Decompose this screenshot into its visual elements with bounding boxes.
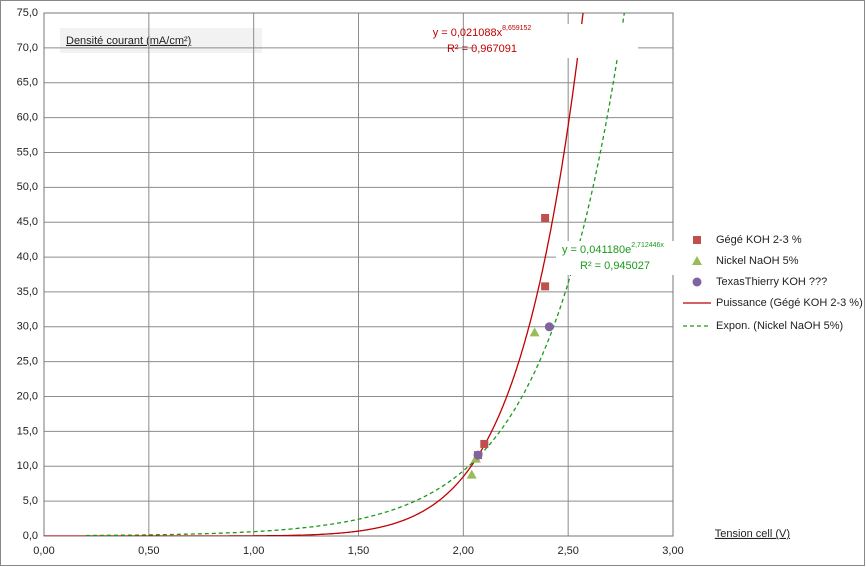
data-point <box>529 327 540 337</box>
legend-marker <box>692 277 702 287</box>
y-tick-label: 15,0 <box>17 425 38 437</box>
x-tick-label: 0,50 <box>138 545 159 557</box>
trendline <box>44 13 584 536</box>
data-point <box>544 322 554 332</box>
y-tick-label: 40,0 <box>17 251 38 263</box>
y-tick-label: 5,0 <box>23 495 38 507</box>
y-tick-label: 55,0 <box>17 146 38 158</box>
legend-marker <box>693 236 701 244</box>
equation-exp: 8,659152 <box>502 25 531 32</box>
equation-coef: y = 0,041180e <box>562 244 631 256</box>
data-point <box>541 214 550 223</box>
legend-label: Gégé KOH 2-3 % <box>716 234 802 246</box>
equation-box <box>476 24 638 58</box>
legend-marker <box>692 256 702 265</box>
plot <box>44 13 625 536</box>
trend-equation: y = 0,041180e2,712446x <box>562 242 664 256</box>
equation-exp: 2,712446x <box>631 242 664 249</box>
x-tick-label: 2,50 <box>557 545 578 557</box>
data-point <box>466 469 477 479</box>
data-point <box>541 282 550 291</box>
legend-label: Expon. (Nickel NaOH 5%) <box>716 320 843 332</box>
y-tick-label: 10,0 <box>17 460 38 472</box>
equation-box <box>556 241 718 275</box>
y-axis-title: Densité courant (mA/cm²) <box>66 35 191 47</box>
x-tick-label: 2,00 <box>453 545 474 557</box>
equation-coef: y = 0,021088x <box>433 27 503 39</box>
data-point <box>480 439 489 448</box>
y-title-box <box>60 28 262 53</box>
x-axis-title: Tension cell (V) <box>715 528 790 540</box>
trendline <box>85 13 625 536</box>
trend-r2: R² = 0,945027 <box>580 260 650 272</box>
legend-label: TexasThierry KOH ??? <box>716 276 827 288</box>
y-tick-label: 60,0 <box>17 112 38 124</box>
legend-label: Nickel NaOH 5% <box>716 255 799 267</box>
y-tick-label: 30,0 <box>17 321 38 333</box>
x-tick-label: 1,00 <box>243 545 264 557</box>
y-tick-label: 65,0 <box>17 77 38 89</box>
data-point <box>473 450 483 460</box>
y-tick-label: 50,0 <box>17 181 38 193</box>
y-tick-label: 35,0 <box>17 286 38 298</box>
y-tick-label: 75,0 <box>17 7 38 19</box>
y-tick-label: 70,0 <box>17 42 38 54</box>
y-tick-label: 45,0 <box>17 216 38 228</box>
trend-equation: y = 0,021088x8,659152 <box>433 25 532 39</box>
y-tick-label: 0,0 <box>23 530 38 542</box>
x-tick-label: 1,50 <box>348 545 369 557</box>
y-tick-label: 20,0 <box>17 390 38 402</box>
x-tick-label: 3,00 <box>662 545 683 557</box>
trend-r2: R² = 0,967091 <box>447 43 517 55</box>
y-tick-label: 25,0 <box>17 356 38 368</box>
x-tick-label: 0,00 <box>33 545 54 557</box>
legend-label: Puissance (Gégé KOH 2-3 %) <box>716 297 863 309</box>
